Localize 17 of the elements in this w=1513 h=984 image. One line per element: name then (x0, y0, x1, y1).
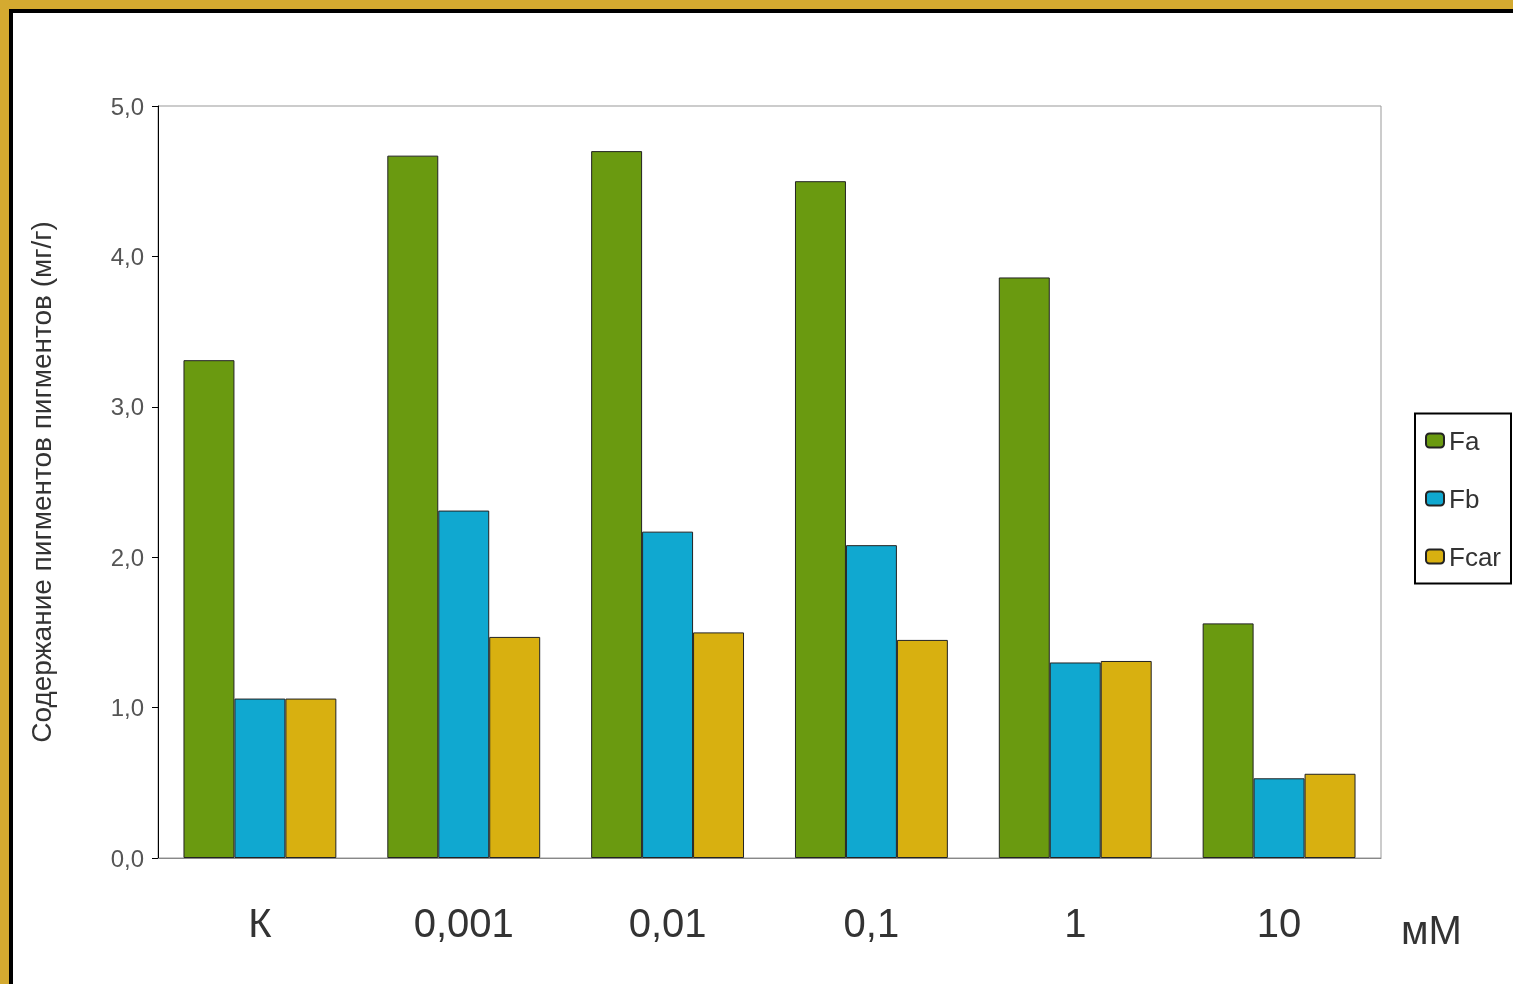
y-axis-title: Содержание пигментов пигментов (мг/г) (25, 221, 57, 743)
x-tick-label: 1 (1064, 901, 1087, 945)
y-tick-label: 1,0 (110, 694, 144, 722)
legend-label: Fb (1449, 483, 1480, 514)
x-tick-label: 0,1 (843, 901, 900, 945)
x-tick-label: 0,01 (628, 901, 707, 945)
y-tick-label: 0,0 (110, 844, 144, 872)
y-tick-label: 4,0 (110, 242, 144, 270)
x-axis-title: мМ (1401, 908, 1462, 952)
x-tick-label: 0,001 (413, 901, 514, 945)
legend-label: Fcar (1449, 541, 1502, 572)
legend-label: Fa (1449, 425, 1480, 456)
x-tick-label: 10 (1256, 901, 1302, 945)
y-tick-label: 3,0 (110, 393, 144, 421)
y-tick-label: 5,0 (110, 92, 144, 120)
y-tick-label: 2,0 (110, 543, 144, 571)
x-tick-label: К (248, 901, 273, 945)
